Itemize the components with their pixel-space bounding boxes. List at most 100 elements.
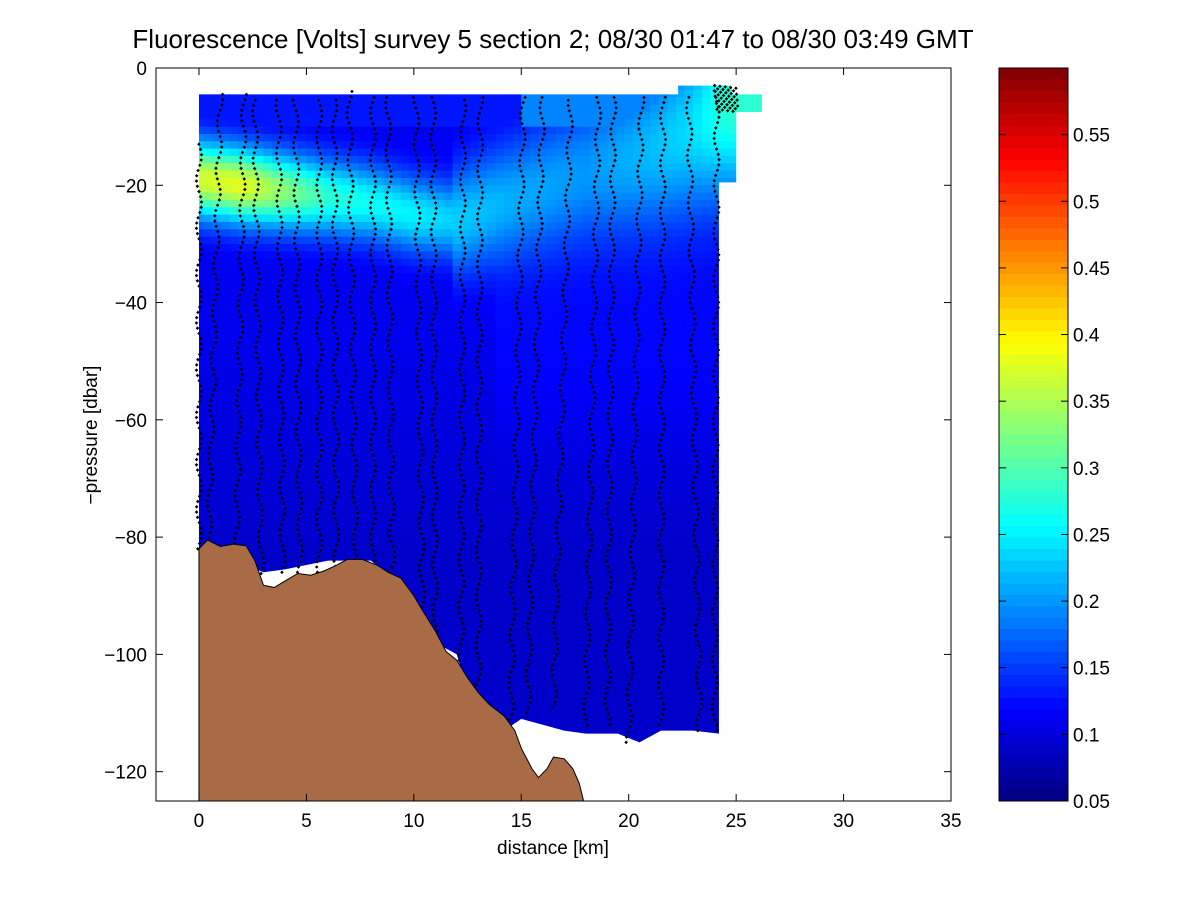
field-cell bbox=[607, 280, 617, 289]
field-cell bbox=[538, 654, 548, 663]
field-cell bbox=[641, 280, 651, 289]
field-cell bbox=[469, 331, 479, 340]
field-cell bbox=[521, 353, 531, 362]
field-cell bbox=[400, 449, 411, 458]
field-cell bbox=[246, 287, 256, 296]
field-cell bbox=[254, 133, 265, 142]
field-cell bbox=[504, 632, 514, 641]
field-cell bbox=[246, 302, 256, 311]
field-cell bbox=[297, 427, 307, 436]
field-cell bbox=[418, 595, 428, 604]
field-cell bbox=[564, 705, 574, 714]
field-cell bbox=[572, 273, 583, 282]
field-cell bbox=[590, 163, 600, 172]
field-cell bbox=[340, 155, 350, 164]
field-cell bbox=[254, 111, 265, 120]
field-cell bbox=[315, 427, 325, 436]
field-cell bbox=[443, 214, 454, 223]
field-cell bbox=[564, 302, 574, 311]
field-cell bbox=[607, 595, 617, 604]
field-cell bbox=[581, 588, 591, 597]
field-cell bbox=[633, 639, 643, 648]
field-cell bbox=[315, 375, 325, 384]
field-cell bbox=[254, 566, 265, 575]
field-cell bbox=[512, 199, 522, 208]
field-cell bbox=[332, 309, 342, 318]
field-cell bbox=[615, 705, 625, 714]
field-cell bbox=[198, 214, 204, 223]
field-cell bbox=[340, 500, 350, 509]
field-cell bbox=[581, 537, 591, 546]
field-cell bbox=[538, 141, 548, 150]
field-cell bbox=[624, 471, 634, 480]
field-cell bbox=[469, 617, 479, 626]
field-cell bbox=[461, 449, 471, 458]
field-cell bbox=[521, 463, 531, 472]
field-cell bbox=[598, 390, 608, 399]
field-cell bbox=[297, 346, 307, 355]
field-cell bbox=[555, 515, 565, 524]
field-cell bbox=[263, 485, 273, 494]
field-cell bbox=[392, 185, 402, 194]
field-cell bbox=[452, 441, 462, 450]
field-cell bbox=[624, 119, 634, 128]
field-cell bbox=[615, 595, 625, 604]
field-cell bbox=[435, 243, 445, 252]
field-cell bbox=[443, 192, 454, 201]
field-cell bbox=[323, 119, 333, 128]
field-cell bbox=[564, 610, 574, 619]
field-cell bbox=[590, 199, 600, 208]
field-cell bbox=[211, 529, 222, 538]
field-cell bbox=[392, 368, 402, 377]
field-cell bbox=[521, 449, 531, 458]
field-cell bbox=[486, 551, 497, 560]
field-cell bbox=[512, 507, 522, 516]
field-cell bbox=[357, 258, 368, 267]
field-cell bbox=[315, 251, 325, 260]
field-cell bbox=[272, 251, 282, 260]
field-cell bbox=[512, 177, 522, 186]
field-cell bbox=[555, 361, 565, 370]
field-cell bbox=[624, 639, 634, 648]
field-cell bbox=[572, 588, 583, 597]
field-cell bbox=[426, 185, 436, 194]
field-cell bbox=[418, 295, 428, 304]
field-cell bbox=[306, 507, 316, 516]
field-cell bbox=[641, 185, 651, 194]
field-cell bbox=[272, 412, 282, 421]
field-cell bbox=[229, 485, 239, 494]
field-cell bbox=[512, 559, 522, 568]
field-cell bbox=[400, 529, 411, 538]
field-cell bbox=[590, 390, 600, 399]
field-cell bbox=[392, 317, 402, 326]
field-cell bbox=[598, 199, 608, 208]
field-cell bbox=[383, 243, 393, 252]
field-cell bbox=[581, 309, 591, 318]
field-cell bbox=[340, 507, 350, 516]
field-cell bbox=[198, 317, 204, 326]
field-cell bbox=[263, 566, 273, 575]
field-cell bbox=[418, 97, 428, 106]
field-cell bbox=[495, 309, 505, 318]
field-cell bbox=[469, 353, 479, 362]
field-cell bbox=[615, 141, 625, 150]
field-cell bbox=[495, 111, 505, 120]
field-cell bbox=[315, 214, 325, 223]
field-cell bbox=[624, 434, 634, 443]
field-cell bbox=[435, 229, 445, 238]
field-cell bbox=[418, 471, 428, 480]
field-cell bbox=[332, 368, 342, 377]
field-cell bbox=[555, 683, 565, 692]
field-cell bbox=[547, 126, 557, 135]
field-cell bbox=[521, 309, 531, 318]
field-cell bbox=[435, 295, 445, 304]
field-cell bbox=[547, 698, 557, 707]
field-cell bbox=[452, 170, 462, 179]
field-cell bbox=[529, 141, 540, 150]
field-cell bbox=[418, 478, 428, 487]
field-cell bbox=[375, 361, 385, 370]
field-cell bbox=[452, 214, 462, 223]
field-cell bbox=[590, 559, 600, 568]
field-cell bbox=[418, 309, 428, 318]
field-cell bbox=[512, 170, 522, 179]
